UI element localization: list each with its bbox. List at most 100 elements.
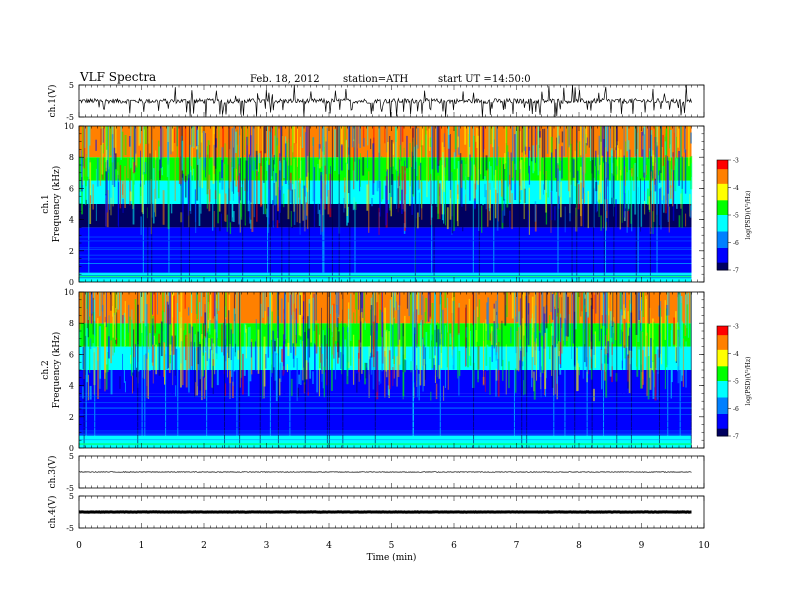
spectrogram-streak: [652, 170, 654, 179]
panel-ch-4-v-: 5 -5 ch.4(V): [47, 492, 705, 533]
spectrogram-streak: [444, 126, 446, 168]
sferic-line: [326, 292, 328, 448]
spectrogram-streak: [337, 342, 339, 364]
colorbar-cell: [717, 397, 728, 400]
spectrogram-streak: [686, 304, 689, 344]
spectrogram-streak: [169, 292, 171, 325]
spectrogram-streak: [507, 151, 509, 187]
colorbar-cell: [717, 229, 728, 232]
narrowband-line: [79, 272, 692, 274]
spectrogram-streak: [376, 322, 378, 393]
spectrogram-streak: [643, 126, 646, 173]
spectrogram-streak: [182, 315, 185, 331]
spectrogram-streak: [343, 197, 345, 213]
colorbar-cell: [717, 417, 728, 420]
spectrogram-streak: [352, 334, 355, 385]
spectrogram-streak: [310, 292, 312, 343]
spectrogram-streak: [658, 170, 661, 183]
spectrogram-streak: [592, 292, 594, 310]
spectrogram-streak: [453, 292, 455, 348]
spectrogram-streak: [641, 350, 644, 385]
spectrogram-streak: [361, 312, 363, 374]
spectrogram-streak: [451, 171, 453, 235]
spectrogram-streak: [166, 301, 169, 370]
spectrogram-streak: [601, 292, 603, 316]
spectrogram-streak: [436, 180, 438, 207]
colorbar-cell: [717, 215, 728, 218]
colorbar-cell: [717, 251, 728, 254]
spectrogram-streak: [664, 141, 666, 157]
spectrogram-streak: [317, 203, 320, 214]
spectrogram-streak: [204, 292, 206, 313]
spectrogram-streak: [621, 360, 623, 369]
spectrogram-streak: [654, 354, 657, 401]
spectrogram-streak: [457, 341, 459, 379]
spectrogram-streak: [648, 196, 651, 210]
spectrogram-streak: [580, 182, 583, 227]
colorbar-cell: [717, 189, 728, 192]
spectrogram-streak: [130, 126, 132, 168]
spectrogram-streak: [159, 159, 161, 181]
spectrogram-streak: [163, 342, 166, 377]
spectrogram-streak: [340, 144, 343, 171]
spectrogram-streak: [213, 183, 215, 201]
spectrogram-streak: [185, 334, 187, 361]
spectrogram-streak: [385, 331, 387, 372]
spectrogram-streak: [370, 309, 372, 332]
spectrogram-streak: [384, 350, 386, 398]
spectrogram-streak: [275, 181, 277, 196]
spectrogram-streak: [574, 292, 577, 330]
spectrogram-streak: [533, 317, 535, 333]
spectrogram-streak: [224, 383, 227, 396]
spectrogram-streak: [682, 126, 685, 181]
spectrogram-streak: [650, 130, 653, 157]
spectrogram-streak: [202, 352, 205, 377]
spectrogram-streak: [326, 128, 328, 197]
spectrogram-streak: [264, 353, 267, 369]
spectrogram-streak: [194, 342, 196, 398]
spectrogram-streak: [620, 319, 622, 330]
spectrogram-streak: [367, 150, 369, 169]
spectrogram-streak: [233, 126, 236, 169]
spectrogram-streak: [657, 175, 660, 185]
spectrogram-streak: [466, 180, 469, 194]
y-tick-label: 4: [69, 216, 74, 225]
spectrogram-streak: [115, 308, 117, 340]
spectrogram-streak: [223, 322, 225, 356]
colorbar-cell: [717, 408, 728, 411]
spectrogram-streak: [313, 293, 315, 331]
spectrogram-streak: [136, 367, 138, 378]
sferic-line: [277, 292, 279, 448]
spectrogram-streak: [577, 363, 579, 391]
colorbar-cell: [717, 224, 728, 227]
spectrogram-streak: [293, 347, 295, 368]
spectrogram-streak: [308, 299, 311, 329]
x-tick-label: 1: [139, 541, 145, 551]
spectrogram-streak: [215, 300, 217, 333]
spectrogram-streak: [540, 365, 542, 398]
spectrogram-streak: [412, 128, 414, 195]
spectrogram-streak: [422, 337, 424, 392]
spectrogram-streak: [481, 205, 483, 233]
spectrogram-streak: [201, 334, 203, 401]
sferic-line: [239, 292, 241, 448]
spectrogram-streak: [107, 336, 110, 359]
spectrogram-streak: [243, 323, 246, 376]
sferic-line: [493, 126, 495, 282]
spectrogram-streak: [204, 157, 206, 167]
spectrogram-streak: [470, 330, 472, 357]
spectrogram-streak: [239, 158, 241, 201]
colorbar-cell: [717, 242, 728, 245]
spectrogram-streak: [506, 292, 508, 318]
spectrogram-streak: [490, 326, 493, 345]
spectrogram-band: [79, 227, 692, 273]
spectrogram-streak: [509, 210, 511, 235]
y-axis-label: Frequency (kHz): [51, 332, 62, 409]
spectrogram-streak: [635, 292, 638, 335]
spectrogram-streak: [363, 292, 365, 331]
spectrogram-streak: [231, 381, 234, 398]
spectrogram-streak: [240, 324, 242, 378]
colorbar-cell: [717, 209, 728, 212]
spectrogram-streak: [406, 292, 409, 309]
colorbar-cell: [717, 262, 728, 265]
